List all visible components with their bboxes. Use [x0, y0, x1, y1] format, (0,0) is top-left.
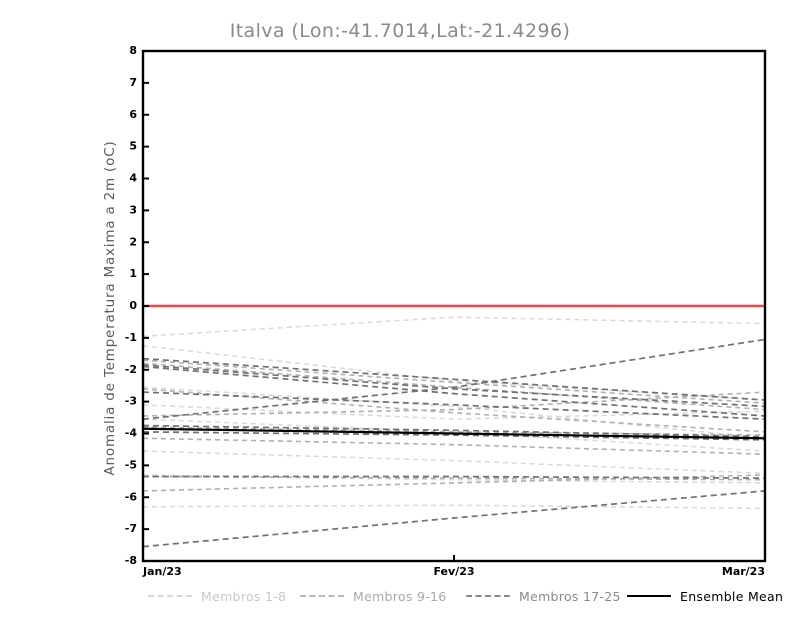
series-line — [142, 418, 766, 452]
legend-swatch — [466, 595, 510, 597]
series-line — [142, 424, 766, 438]
series-line — [142, 504, 766, 510]
y-tick-label: -1 — [125, 331, 137, 344]
legend-label: Ensemble Mean — [680, 588, 784, 604]
legend-swatch — [300, 595, 344, 597]
series-line — [142, 338, 766, 421]
y-tick-label: 2 — [129, 235, 137, 248]
series-line — [142, 391, 766, 417]
series-line — [142, 391, 766, 421]
series-line — [142, 474, 766, 492]
y-tick-label: -6 — [125, 490, 138, 503]
series-line — [142, 450, 766, 475]
legend-entry: Membros 17-25 — [466, 586, 621, 606]
y-tick-label: 0 — [129, 299, 137, 312]
legend-entry: Membros 9-16 — [300, 586, 447, 606]
x-tick-labels: Jan/23 Fev/23 Mar/23 — [142, 565, 765, 578]
legend-swatch — [148, 595, 192, 597]
axis-ticks — [142, 50, 766, 562]
chart-legend: Membros 1-8 Membros 9-16 Membros 17-25 Ense… — [0, 586, 800, 608]
y-tick-label: 4 — [129, 172, 137, 185]
legend-entry: Ensemble Mean — [627, 586, 783, 606]
series-line — [142, 316, 766, 338]
legend-entry: Membros 1-8 — [148, 586, 286, 606]
y-tick-label: 6 — [129, 108, 137, 121]
y-tick-label: -4 — [125, 427, 138, 440]
y-tick-label: -3 — [125, 395, 137, 408]
data-series-group — [142, 316, 766, 548]
y-tick-label: -5 — [125, 458, 137, 471]
series-line — [142, 362, 766, 411]
series-line — [142, 364, 766, 408]
series-line — [142, 359, 766, 405]
series-line — [142, 404, 766, 420]
y-tick-label: -7 — [125, 522, 137, 535]
x-tick-label: Mar/23 — [722, 565, 765, 578]
y-tick-label: 3 — [129, 203, 137, 216]
series-line — [142, 365, 766, 417]
legend-swatch — [627, 594, 671, 598]
legend-label: Membros 9-16 — [353, 588, 447, 604]
y-tick-label: -2 — [125, 363, 137, 376]
series-line — [143, 475, 766, 479]
series-line — [142, 357, 766, 401]
y-tick-label: 8 — [129, 44, 137, 57]
legend-label: Membros 17-25 — [519, 588, 621, 604]
chart-title: Italva (Lon:-41.7014,Lat:-21.4296) — [229, 20, 571, 42]
y-tick-label: -8 — [125, 554, 137, 567]
series-line — [142, 386, 766, 440]
series-line — [142, 431, 766, 441]
y-tick-labels: 8 7 6 5 4 3 2 1 0 -1 -2 -3 -4 -5 -6 -7 -8 — [125, 44, 138, 567]
legend-label: Membros 1-8 — [201, 588, 287, 604]
y-tick-label: 1 — [129, 267, 137, 280]
series-line — [142, 490, 766, 548]
y-tick-label: 5 — [129, 140, 137, 153]
x-tick-label: Fev/23 — [433, 565, 474, 578]
x-tick-label: Jan/23 — [142, 565, 182, 578]
series-line — [142, 426, 766, 436]
series-line — [142, 427, 766, 440]
y-tick-label: 7 — [129, 76, 137, 89]
series-line — [142, 437, 766, 456]
